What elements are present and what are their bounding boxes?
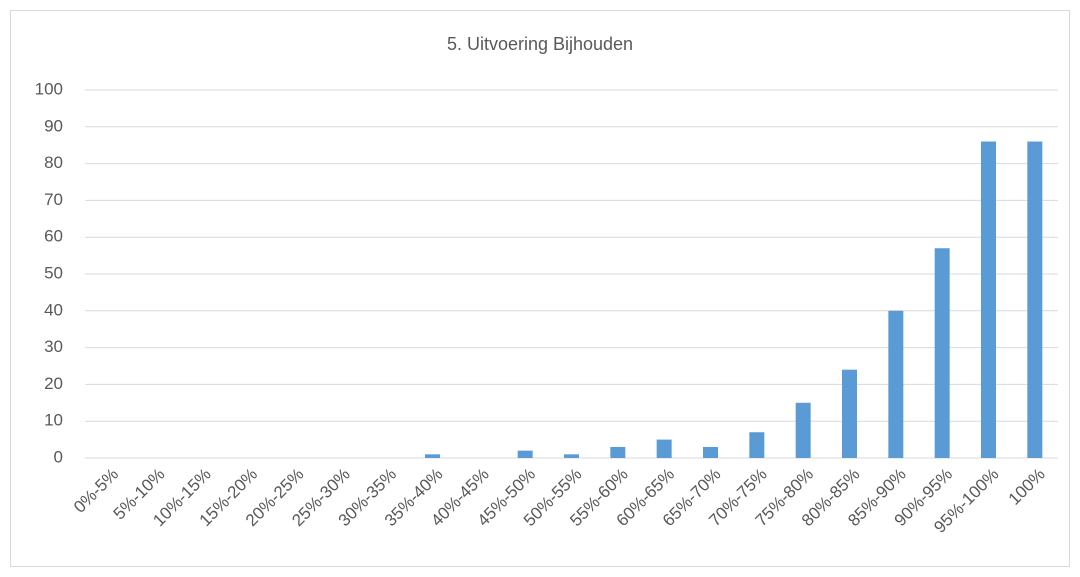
bar [1027,141,1043,458]
chart-border [10,10,1070,567]
bar [564,454,579,458]
y-tick-label: 70 [44,190,63,209]
y-tick-label: 90 [44,116,63,135]
bar [981,141,996,458]
bar [749,432,765,458]
bar [934,248,950,458]
y-tick-label: 60 [44,227,63,246]
bar [888,310,904,458]
y-tick-label: 0 [54,447,63,466]
bar [703,446,718,458]
bar [842,369,857,458]
bar [795,402,811,458]
y-tick-label: 50 [44,263,63,282]
chart-title: 5. Uitvoering Bijhouden [447,34,633,54]
y-tick-label: 20 [44,374,63,393]
bar [610,446,626,458]
bar [425,454,440,458]
y-tick-label: 100 [35,79,63,98]
y-tick-label: 80 [44,153,63,172]
y-tick-label: 30 [44,337,63,356]
bar [656,439,672,458]
y-tick-label: 40 [44,300,63,319]
y-tick-label: 10 [44,411,63,430]
bar [517,450,533,458]
